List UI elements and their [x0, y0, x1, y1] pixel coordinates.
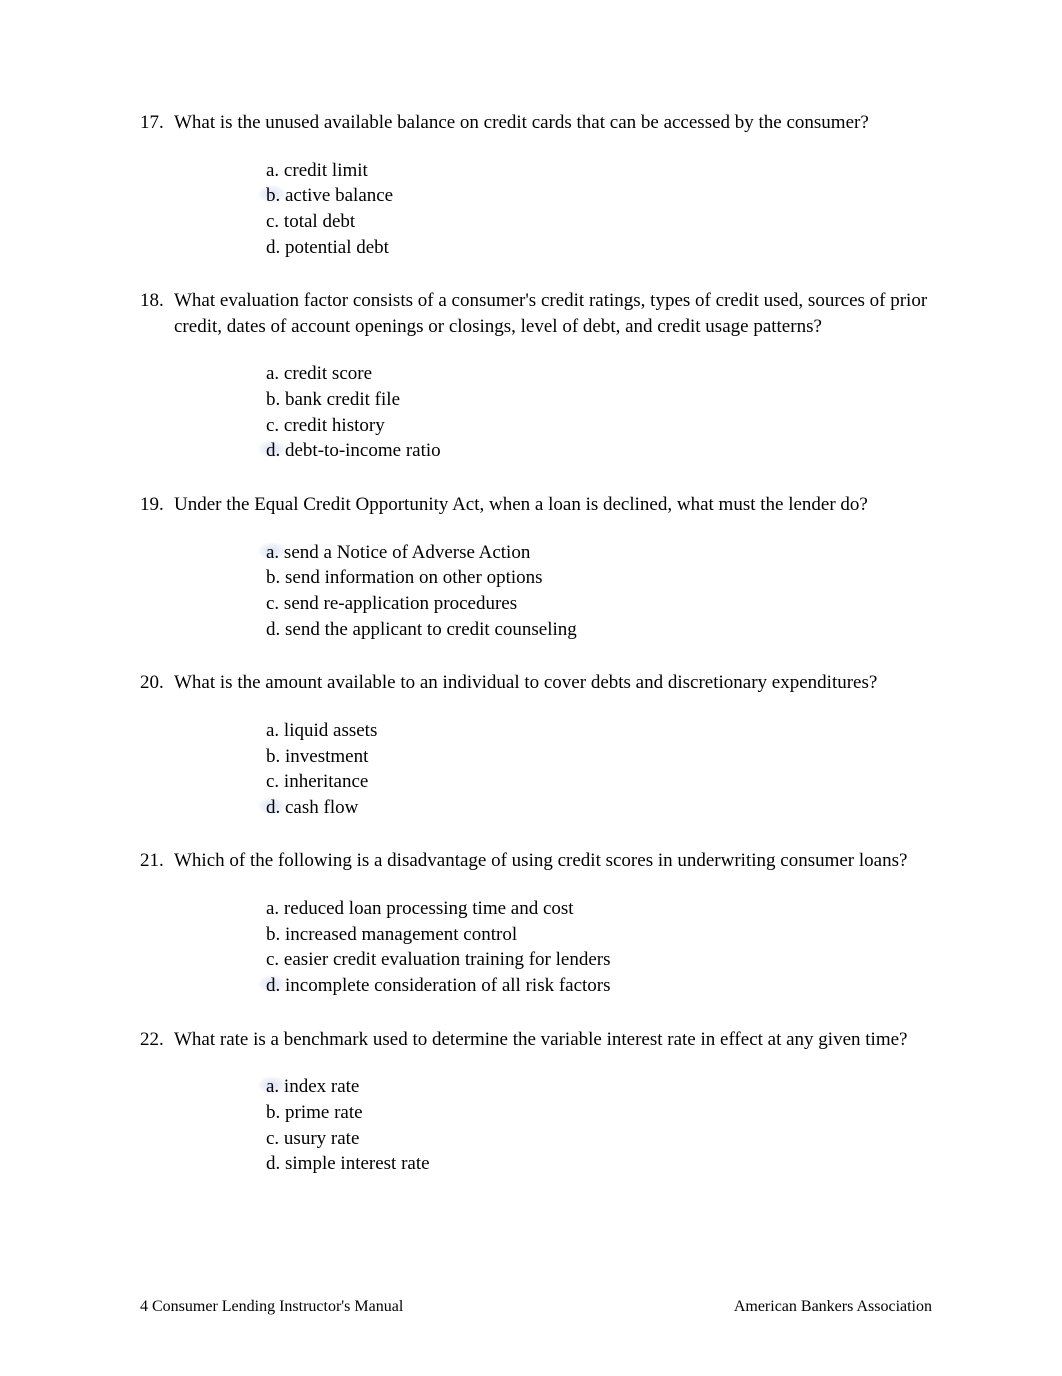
question-text: 21.Which of the following is a disadvant… [140, 848, 932, 874]
option-item: d. cash flow [266, 795, 932, 821]
options-list: a. reduced loan processing time and cost… [266, 896, 932, 999]
option-item: d. debt-to-income ratio [266, 438, 932, 464]
option-label: b. send information on other options [266, 567, 543, 588]
question-number: 20. [140, 670, 174, 696]
option-item: c. credit history [266, 413, 932, 439]
question-block: 19.Under the Equal Credit Opportunity Ac… [140, 492, 932, 642]
option-item: b. send information on other options [266, 565, 932, 591]
option-label: d. cash flow [266, 797, 358, 818]
option-item: a. send a Notice of Adverse Action [266, 540, 932, 566]
option-label: a. index rate [266, 1076, 359, 1097]
question-text: 18.What evaluation factor consists of a … [140, 288, 932, 339]
options-list: a. credit limit b. active balance c. total… [266, 158, 932, 261]
option-label: a. liquid assets [266, 720, 377, 741]
options-list: a. index rate b. prime rate c. usury rate d… [266, 1074, 932, 1177]
options-list: a. credit score b. bank credit file c. cre… [266, 361, 932, 464]
page-content: 17.What is the unused available balance … [140, 110, 932, 1177]
options-list: a. send a Notice of Adverse Action b. sen… [266, 540, 932, 643]
question-number: 22. [140, 1027, 174, 1053]
option-item: b. increased management control [266, 922, 932, 948]
option-item: a. credit score [266, 361, 932, 387]
page-footer: 4 Consumer Lending Instructor's Manual A… [140, 1298, 932, 1316]
question-body: What evaluation factor consists of a con… [174, 288, 932, 339]
question-block: 18.What evaluation factor consists of a … [140, 288, 932, 464]
option-item: a. reduced loan processing time and cost [266, 896, 932, 922]
option-label: a. credit limit [266, 160, 368, 181]
option-label: c. total debt [266, 211, 355, 232]
question-text: 17.What is the unused available balance … [140, 110, 932, 136]
option-label: b. prime rate [266, 1102, 363, 1123]
question-block: 20.What is the amount available to an in… [140, 670, 932, 820]
question-number: 19. [140, 492, 174, 518]
question-number: 21. [140, 848, 174, 874]
option-label: d. potential debt [266, 237, 389, 258]
option-label: d. debt-to-income ratio [266, 440, 441, 461]
option-item: d. send the applicant to credit counseli… [266, 617, 932, 643]
option-label: a. credit score [266, 363, 372, 384]
option-item: b. investment [266, 744, 932, 770]
question-block: 21.Which of the following is a disadvant… [140, 848, 932, 998]
option-item: d. simple interest rate [266, 1151, 932, 1177]
options-list: a. liquid assets b. investment c. inherita… [266, 718, 932, 821]
option-label: c. send re-application procedures [266, 593, 517, 614]
option-label: a. reduced loan processing time and cost [266, 898, 574, 919]
footer-right: American Bankers Association [734, 1298, 932, 1316]
option-label: c. easier credit evaluation training for… [266, 949, 611, 970]
option-item: d. incomplete consideration of all risk … [266, 973, 932, 999]
question-number: 18. [140, 288, 174, 339]
option-item: b. active balance [266, 183, 932, 209]
option-item: b. prime rate [266, 1100, 932, 1126]
option-label: c. inheritance [266, 771, 368, 792]
option-label: c. credit history [266, 415, 385, 436]
option-item: a. liquid assets [266, 718, 932, 744]
option-label: d. incomplete consideration of all risk … [266, 975, 611, 996]
option-label: b. active balance [266, 185, 393, 206]
option-label: b. investment [266, 746, 368, 767]
question-block: 17.What is the unused available balance … [140, 110, 932, 260]
question-body: What is the amount available to an indiv… [174, 670, 932, 696]
option-item: a. credit limit [266, 158, 932, 184]
option-label: a. send a Notice of Adverse Action [266, 542, 530, 563]
question-body: Under the Equal Credit Opportunity Act, … [174, 492, 932, 518]
option-label: d. send the applicant to credit counseli… [266, 619, 577, 640]
option-item: c. inheritance [266, 769, 932, 795]
option-label: d. simple interest rate [266, 1153, 430, 1174]
question-body: Which of the following is a disadvantage… [174, 848, 932, 874]
option-label: c. usury rate [266, 1128, 359, 1149]
question-body: What is the unused available balance on … [174, 110, 932, 136]
question-block: 22.What rate is a benchmark used to dete… [140, 1027, 932, 1177]
option-item: b. bank credit file [266, 387, 932, 413]
footer-left: 4 Consumer Lending Instructor's Manual [140, 1298, 403, 1316]
option-label: b. bank credit file [266, 389, 400, 410]
question-text: 19.Under the Equal Credit Opportunity Ac… [140, 492, 932, 518]
option-label: b. increased management control [266, 924, 517, 945]
option-item: c. total debt [266, 209, 932, 235]
question-text: 20.What is the amount available to an in… [140, 670, 932, 696]
option-item: a. index rate [266, 1074, 932, 1100]
option-item: c. usury rate [266, 1126, 932, 1152]
option-item: d. potential debt [266, 235, 932, 261]
question-body: What rate is a benchmark used to determi… [174, 1027, 932, 1053]
option-item: c. send re-application procedures [266, 591, 932, 617]
question-text: 22.What rate is a benchmark used to dete… [140, 1027, 932, 1053]
option-item: c. easier credit evaluation training for… [266, 947, 932, 973]
question-number: 17. [140, 110, 174, 136]
